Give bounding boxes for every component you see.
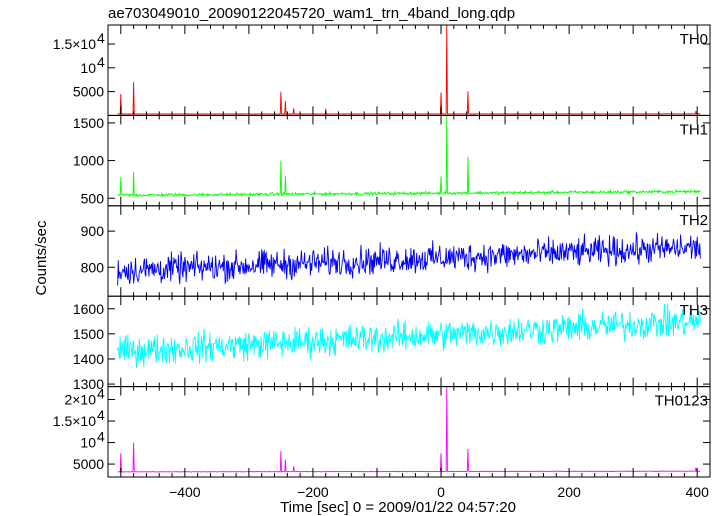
y-tick-label: 10 (80, 435, 96, 451)
y-tick-label: 1400 (73, 351, 104, 367)
y-tick-label: 1600 (73, 301, 104, 317)
panel-th2: 800 900 TH2 (81, 205, 711, 297)
panel-name-label: TH2 (680, 212, 708, 229)
y-tick-label: 2×10 (64, 392, 96, 408)
x-tick-label: 200 (557, 484, 581, 500)
series-line-th0 (117, 24, 701, 115)
x-tick-labels: −400 −200 0 200 400 (169, 484, 709, 500)
y-tick-label: 1000 (73, 153, 104, 169)
y-tick-label: 1.5×10 (53, 413, 96, 429)
y-tick-exponent: 4 (97, 30, 105, 46)
x-tick-label: 400 (686, 484, 710, 500)
x-tick-label: −200 (297, 484, 329, 500)
series-line-th1 (117, 115, 701, 198)
panel-th1: 500 1000 1500 TH1 (73, 114, 711, 207)
series-line-th2 (117, 232, 701, 286)
panel-name-label: TH0123 (655, 393, 708, 410)
series-line-th0123 (117, 386, 701, 473)
panel-name-label: TH0 (680, 31, 708, 48)
panel-th3: 1300 1400 1500 1600 TH3 (73, 295, 711, 392)
y-tick-label: 1.5×10 (53, 36, 96, 52)
panel-th0: 5000 10 41.5×10 4 TH0 (53, 24, 711, 116)
y-tick-label: 900 (81, 223, 105, 239)
y-tick-label: 10 (80, 60, 96, 76)
panel-frame (107, 24, 711, 116)
y-tick-exponent: 4 (97, 386, 105, 402)
y-axis-label: Counts/sec (33, 220, 50, 296)
y-tick-label: 5000 (73, 84, 104, 100)
series-line-th3 (117, 303, 701, 369)
y-tick-label: 1300 (73, 376, 104, 392)
y-tick-exponent: 4 (97, 407, 105, 423)
panel-frame (107, 386, 711, 478)
y-tick-label: 1500 (73, 326, 104, 342)
y-tick-label: 800 (81, 259, 105, 275)
panel-name-label: TH3 (680, 302, 708, 319)
y-tick-label: 5000 (73, 456, 104, 472)
chart-title: ae703049010_20090122045720_wam1_trn_4ban… (108, 5, 515, 22)
y-tick-exponent: 4 (97, 429, 105, 445)
x-axis-label: Time [sec] 0 = 2009/01/22 04:57:20 (280, 499, 516, 516)
panel-frame (107, 114, 711, 207)
x-tick-label: −400 (169, 484, 201, 500)
y-tick-exponent: 4 (97, 54, 105, 70)
panel-name-label: TH1 (680, 121, 708, 138)
y-tick-label: 1500 (73, 115, 104, 131)
x-tick-label: 0 (437, 484, 445, 500)
y-tick-label: 500 (81, 190, 105, 206)
